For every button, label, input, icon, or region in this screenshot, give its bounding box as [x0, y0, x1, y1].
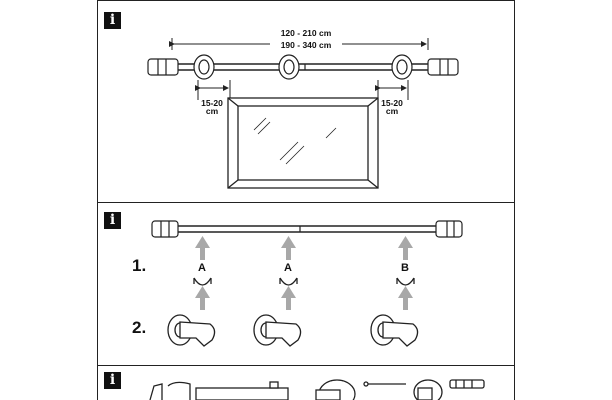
- instruction-sheet-frame: [97, 0, 515, 400]
- curtain-rod-top: [147, 58, 459, 76]
- total-length-long: 190 - 340 cm: [280, 40, 332, 50]
- step-1-label: 1.: [132, 256, 147, 275]
- overhang-left-value: 15-20: [201, 98, 223, 108]
- total-length-short: 120 - 210 cm: [280, 28, 332, 38]
- curtain-rod-step: [151, 220, 463, 238]
- overhang-left-unit: cm: [205, 106, 219, 116]
- step-2-label: 2.: [132, 318, 147, 337]
- overhang-right-value: 15-20: [381, 98, 403, 108]
- bracket-mount-icon: [167, 314, 419, 347]
- bracket-label-b-right: B: [401, 262, 409, 274]
- section-divider-2: [97, 365, 515, 366]
- section-divider-1: [97, 202, 515, 203]
- arrow-up-icon: [195, 236, 413, 310]
- info-icon: i: [104, 212, 121, 229]
- top-border: [97, 0, 515, 1]
- bracket-label-a-left: A: [198, 262, 206, 274]
- rod-clip-icon: [193, 277, 415, 286]
- overhang-dimensions: [195, 80, 409, 100]
- overhang-right-unit: cm: [385, 106, 399, 116]
- info-icon: i: [104, 372, 121, 389]
- total-length-dimension: [169, 38, 429, 50]
- wall-bracket-icon: [193, 54, 413, 80]
- parts-overview: [149, 379, 485, 400]
- bracket-label-a-middle: A: [284, 262, 292, 274]
- window-illustration: [227, 97, 379, 189]
- info-icon: i: [104, 12, 121, 29]
